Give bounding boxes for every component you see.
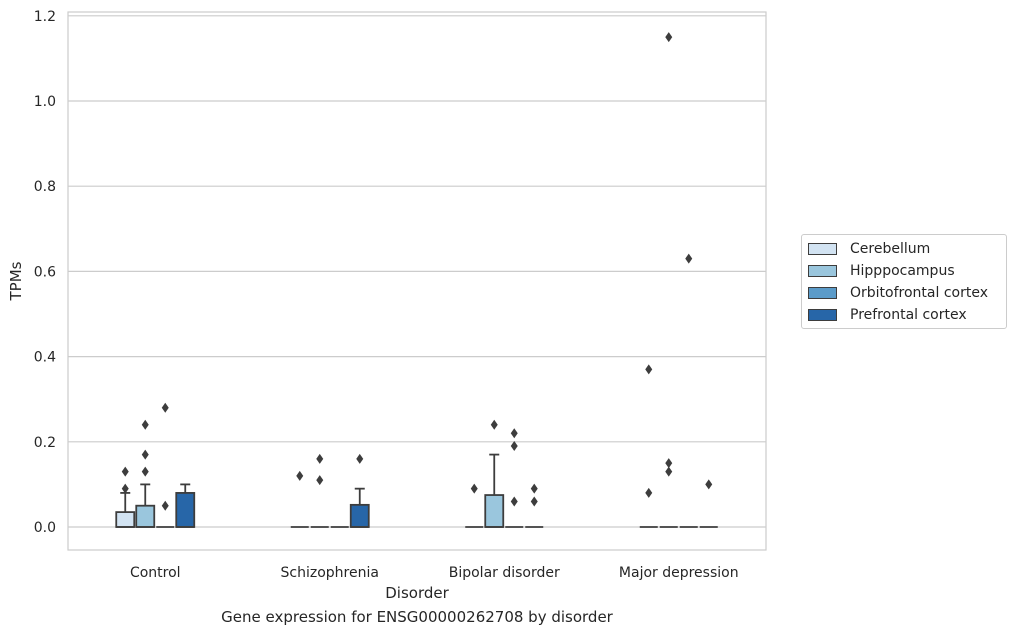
outlier-point (141, 449, 149, 460)
box-hipppocampus (659, 32, 678, 528)
legend-label: Hipppocampus (850, 263, 955, 279)
outlier-point (141, 419, 149, 430)
outlier-point (296, 470, 304, 481)
legend-item: Orbitofrontal cortex (808, 282, 1006, 304)
legend-swatch (808, 243, 837, 255)
outlier-point (645, 364, 653, 375)
x-tick-labels: Control Schizophrenia Bipolar disorder Majo… (130, 565, 739, 581)
legend-label: Cerebellum (850, 241, 931, 257)
box-orbitofrontal-cortex (505, 428, 524, 528)
box-body (484, 494, 505, 528)
outlier-point (510, 496, 518, 507)
box-cerebellum (465, 483, 484, 528)
y-gridlines (68, 15, 766, 528)
box-hipppocampus (135, 419, 156, 528)
box-prefrontal-cortex (699, 479, 718, 528)
x-tick-label: Schizophrenia (281, 565, 379, 581)
figure-caption: Gene expression for ENSG00000262708 by d… (221, 608, 613, 626)
legend-label: Orbitofrontal cortex (850, 285, 988, 301)
y-axis-label: TPMs (7, 261, 25, 301)
outlier-point (685, 253, 693, 264)
box-orbitofrontal-cortex (156, 402, 175, 528)
outlier-point (141, 466, 149, 477)
box-cerebellum (290, 470, 309, 528)
outlier-point (510, 428, 518, 439)
legend-item: Hipppocampus (808, 260, 1006, 282)
box-body (349, 503, 370, 528)
outlier-point (356, 453, 364, 464)
legend-item: Prefrontal cortex (808, 304, 1006, 326)
plot-area-frame (67, 11, 767, 551)
legend-label: Prefrontal cortex (850, 307, 967, 323)
outlier-point (530, 483, 538, 494)
x-tick-label: Major depression (619, 565, 739, 581)
outlier-point (530, 496, 538, 507)
y-tick-label: 0.0 (34, 520, 56, 536)
outlier-point (316, 475, 324, 486)
y-tick-label: 1.2 (34, 9, 56, 25)
outlier-point (161, 402, 169, 413)
outlier-point (510, 441, 518, 452)
outlier-point (316, 453, 324, 464)
box-cerebellum (115, 466, 136, 528)
box-hipppocampus (484, 419, 505, 528)
outlier-point (470, 483, 478, 494)
outlier-point (665, 32, 673, 43)
y-tick-label: 0.8 (34, 179, 56, 195)
y-tick-label: 1.0 (34, 94, 56, 110)
legend-item: Cerebellum (808, 238, 1006, 260)
x-axis-label: Disorder (385, 584, 449, 602)
outlier-point (121, 466, 129, 477)
box-orbitofrontal-cortex (679, 253, 698, 528)
box-body (115, 511, 136, 528)
box-cerebellum (639, 364, 658, 528)
box-prefrontal-cortex (525, 483, 544, 528)
legend: Cerebellum Hipppocampus Orbitofrontal cort… (801, 234, 1007, 329)
outlier-point (705, 479, 713, 490)
y-tick-labels: 0.0 0.2 0.4 0.6 0.8 1.0 1.2 (34, 9, 56, 536)
legend-swatch (808, 309, 837, 321)
outlier-point (161, 500, 169, 511)
outlier-point (121, 483, 129, 494)
outlier-point (665, 466, 673, 477)
box-prefrontal-cortex (175, 483, 196, 528)
y-tick-label: 0.6 (34, 264, 56, 280)
box-prefrontal-cortex (349, 453, 370, 528)
y-tick-label: 0.2 (34, 435, 56, 451)
box-body (135, 504, 156, 528)
box-body (175, 492, 196, 528)
legend-swatch (808, 287, 837, 299)
x-tick-label: Control (130, 565, 181, 581)
x-tick-label: Bipolar disorder (449, 565, 560, 581)
outlier-point (665, 458, 673, 469)
box-series (115, 32, 718, 528)
box-hipppocampus (310, 453, 329, 528)
legend-swatch (808, 265, 837, 277)
outlier-point (645, 487, 653, 498)
y-tick-label: 0.4 (34, 350, 56, 366)
outlier-point (490, 419, 498, 430)
